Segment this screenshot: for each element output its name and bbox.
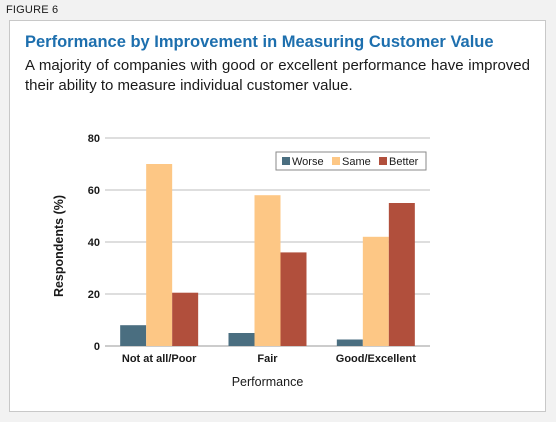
bar-worse: [120, 325, 147, 346]
y-tick-label: 60: [88, 185, 100, 197]
legend-label-worse: Worse: [292, 156, 324, 168]
chart-title: Performance by Improvement in Measuring …: [25, 33, 494, 51]
legend-swatch-better: [379, 157, 387, 165]
chart-subtitle: A majority of companies with good or exc…: [25, 57, 530, 94]
bar-same: [362, 236, 389, 346]
legend-swatch-worse: [282, 157, 290, 165]
x-axis-label: Performance: [232, 375, 304, 389]
bar-worse: [228, 333, 255, 346]
legend-swatch-same: [332, 157, 340, 165]
y-tick-label: 80: [88, 133, 100, 145]
bar-worse: [336, 339, 363, 346]
legend-box: [275, 151, 427, 171]
y-axis-label: Respondents (%): [52, 195, 66, 297]
bar-better: [172, 292, 199, 346]
x-tick-label: Good/Excellent: [336, 353, 416, 365]
bar-same: [254, 195, 281, 346]
y-tick-label: 0: [94, 341, 100, 353]
legend-label-same: Same: [342, 156, 371, 168]
legend-label-better: Better: [389, 156, 419, 168]
figure-label: FIGURE 6: [6, 4, 59, 16]
bar-same: [146, 164, 173, 346]
bar-better: [280, 252, 307, 346]
x-tick-label: Fair: [257, 353, 278, 365]
y-tick-label: 40: [88, 237, 100, 249]
bar-better: [388, 203, 415, 346]
x-tick-label: Not at all/Poor: [122, 353, 197, 365]
y-tick-label: 20: [88, 289, 100, 301]
